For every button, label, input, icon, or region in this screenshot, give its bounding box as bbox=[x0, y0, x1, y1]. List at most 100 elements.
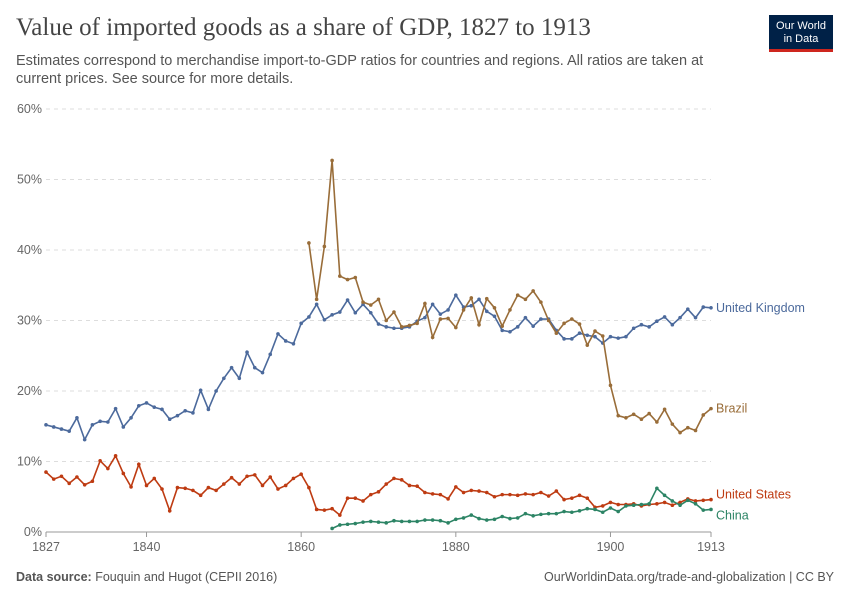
data-point bbox=[600, 504, 605, 508]
data-point bbox=[90, 479, 95, 484]
data-point bbox=[376, 297, 381, 302]
data-point bbox=[268, 475, 273, 479]
data-point bbox=[570, 317, 574, 321]
chart-subtitle: Estimates correspond to merchandise impo… bbox=[16, 53, 704, 87]
data-point bbox=[338, 513, 342, 517]
data-point bbox=[600, 510, 605, 515]
data-point bbox=[446, 497, 450, 501]
source-text[interactable]: Fouquin and Hugot (CEPII 2016) bbox=[95, 570, 278, 584]
data-point bbox=[407, 519, 412, 524]
data-point bbox=[206, 407, 211, 412]
data-point bbox=[631, 326, 636, 331]
data-point bbox=[392, 326, 396, 331]
data-point bbox=[106, 420, 110, 424]
data-point bbox=[423, 315, 427, 320]
data-point bbox=[438, 317, 443, 321]
data-point bbox=[384, 318, 389, 323]
data-point bbox=[454, 325, 458, 330]
data-point bbox=[59, 474, 64, 479]
data-point bbox=[446, 316, 450, 321]
data-point bbox=[523, 492, 528, 496]
data-point bbox=[469, 296, 474, 300]
data-point bbox=[515, 293, 520, 297]
data-point bbox=[252, 365, 257, 370]
data-point bbox=[686, 425, 690, 430]
data-point bbox=[330, 506, 334, 511]
data-point bbox=[237, 482, 242, 486]
data-point bbox=[415, 484, 419, 488]
data-point bbox=[616, 502, 621, 507]
data-point bbox=[562, 321, 566, 326]
data-point bbox=[484, 296, 489, 301]
data-point bbox=[121, 425, 126, 429]
data-point bbox=[314, 297, 319, 302]
data-point bbox=[175, 413, 180, 418]
owid-logo[interactable]: Our World in Data bbox=[769, 15, 833, 52]
data-point bbox=[430, 492, 435, 496]
data-point bbox=[508, 329, 512, 334]
data-point bbox=[191, 488, 195, 493]
data-point bbox=[477, 489, 481, 493]
data-point bbox=[59, 427, 64, 431]
data-point bbox=[670, 499, 675, 503]
data-point bbox=[647, 325, 651, 329]
data-point bbox=[291, 341, 296, 346]
data-point bbox=[160, 407, 164, 412]
data-point bbox=[546, 318, 551, 323]
y-tick-label: 10% bbox=[17, 455, 42, 469]
data-point bbox=[577, 331, 582, 335]
data-point bbox=[75, 415, 79, 420]
data-point bbox=[593, 329, 597, 333]
data-point bbox=[229, 365, 234, 370]
data-point bbox=[322, 508, 327, 512]
data-point bbox=[662, 315, 667, 319]
data-point bbox=[531, 513, 535, 518]
data-point bbox=[376, 520, 381, 524]
data-point bbox=[670, 422, 675, 426]
data-point bbox=[693, 428, 698, 433]
data-point bbox=[631, 503, 636, 508]
x-tick-label: 1840 bbox=[133, 540, 161, 554]
data-point bbox=[585, 333, 590, 338]
data-point bbox=[415, 519, 419, 524]
data-point bbox=[106, 466, 110, 471]
data-point bbox=[167, 509, 172, 513]
data-point bbox=[662, 493, 667, 498]
data-point bbox=[75, 475, 79, 479]
data-point bbox=[701, 508, 706, 512]
data-point bbox=[500, 324, 505, 328]
x-tick-label: 1880 bbox=[442, 540, 470, 554]
data-point bbox=[198, 388, 203, 393]
data-point bbox=[523, 315, 528, 320]
data-point bbox=[423, 490, 427, 495]
data-point bbox=[562, 509, 566, 514]
data-point bbox=[655, 420, 659, 424]
data-point bbox=[144, 401, 149, 405]
data-point bbox=[678, 503, 682, 508]
data-point bbox=[585, 506, 590, 511]
data-point bbox=[376, 322, 381, 326]
data-point bbox=[353, 310, 358, 315]
data-point bbox=[430, 518, 435, 522]
data-point bbox=[500, 492, 505, 497]
footer-url[interactable]: OurWorldinData.org/trade-and-globalizati… bbox=[544, 570, 834, 584]
data-point bbox=[423, 301, 427, 306]
data-point bbox=[276, 487, 280, 491]
data-point bbox=[222, 482, 226, 486]
data-point bbox=[577, 322, 582, 326]
y-tick-label: 60% bbox=[17, 102, 42, 116]
data-point bbox=[562, 337, 566, 341]
data-point bbox=[330, 158, 334, 163]
data-point bbox=[446, 521, 450, 525]
data-point bbox=[461, 308, 466, 312]
data-point bbox=[252, 473, 257, 477]
data-point bbox=[608, 500, 613, 505]
data-point bbox=[701, 413, 706, 417]
data-point bbox=[314, 302, 319, 307]
data-point bbox=[368, 303, 373, 307]
data-point bbox=[624, 415, 628, 420]
data-point bbox=[678, 500, 682, 505]
series-line-brazil bbox=[308, 160, 712, 434]
data-point bbox=[407, 323, 412, 328]
